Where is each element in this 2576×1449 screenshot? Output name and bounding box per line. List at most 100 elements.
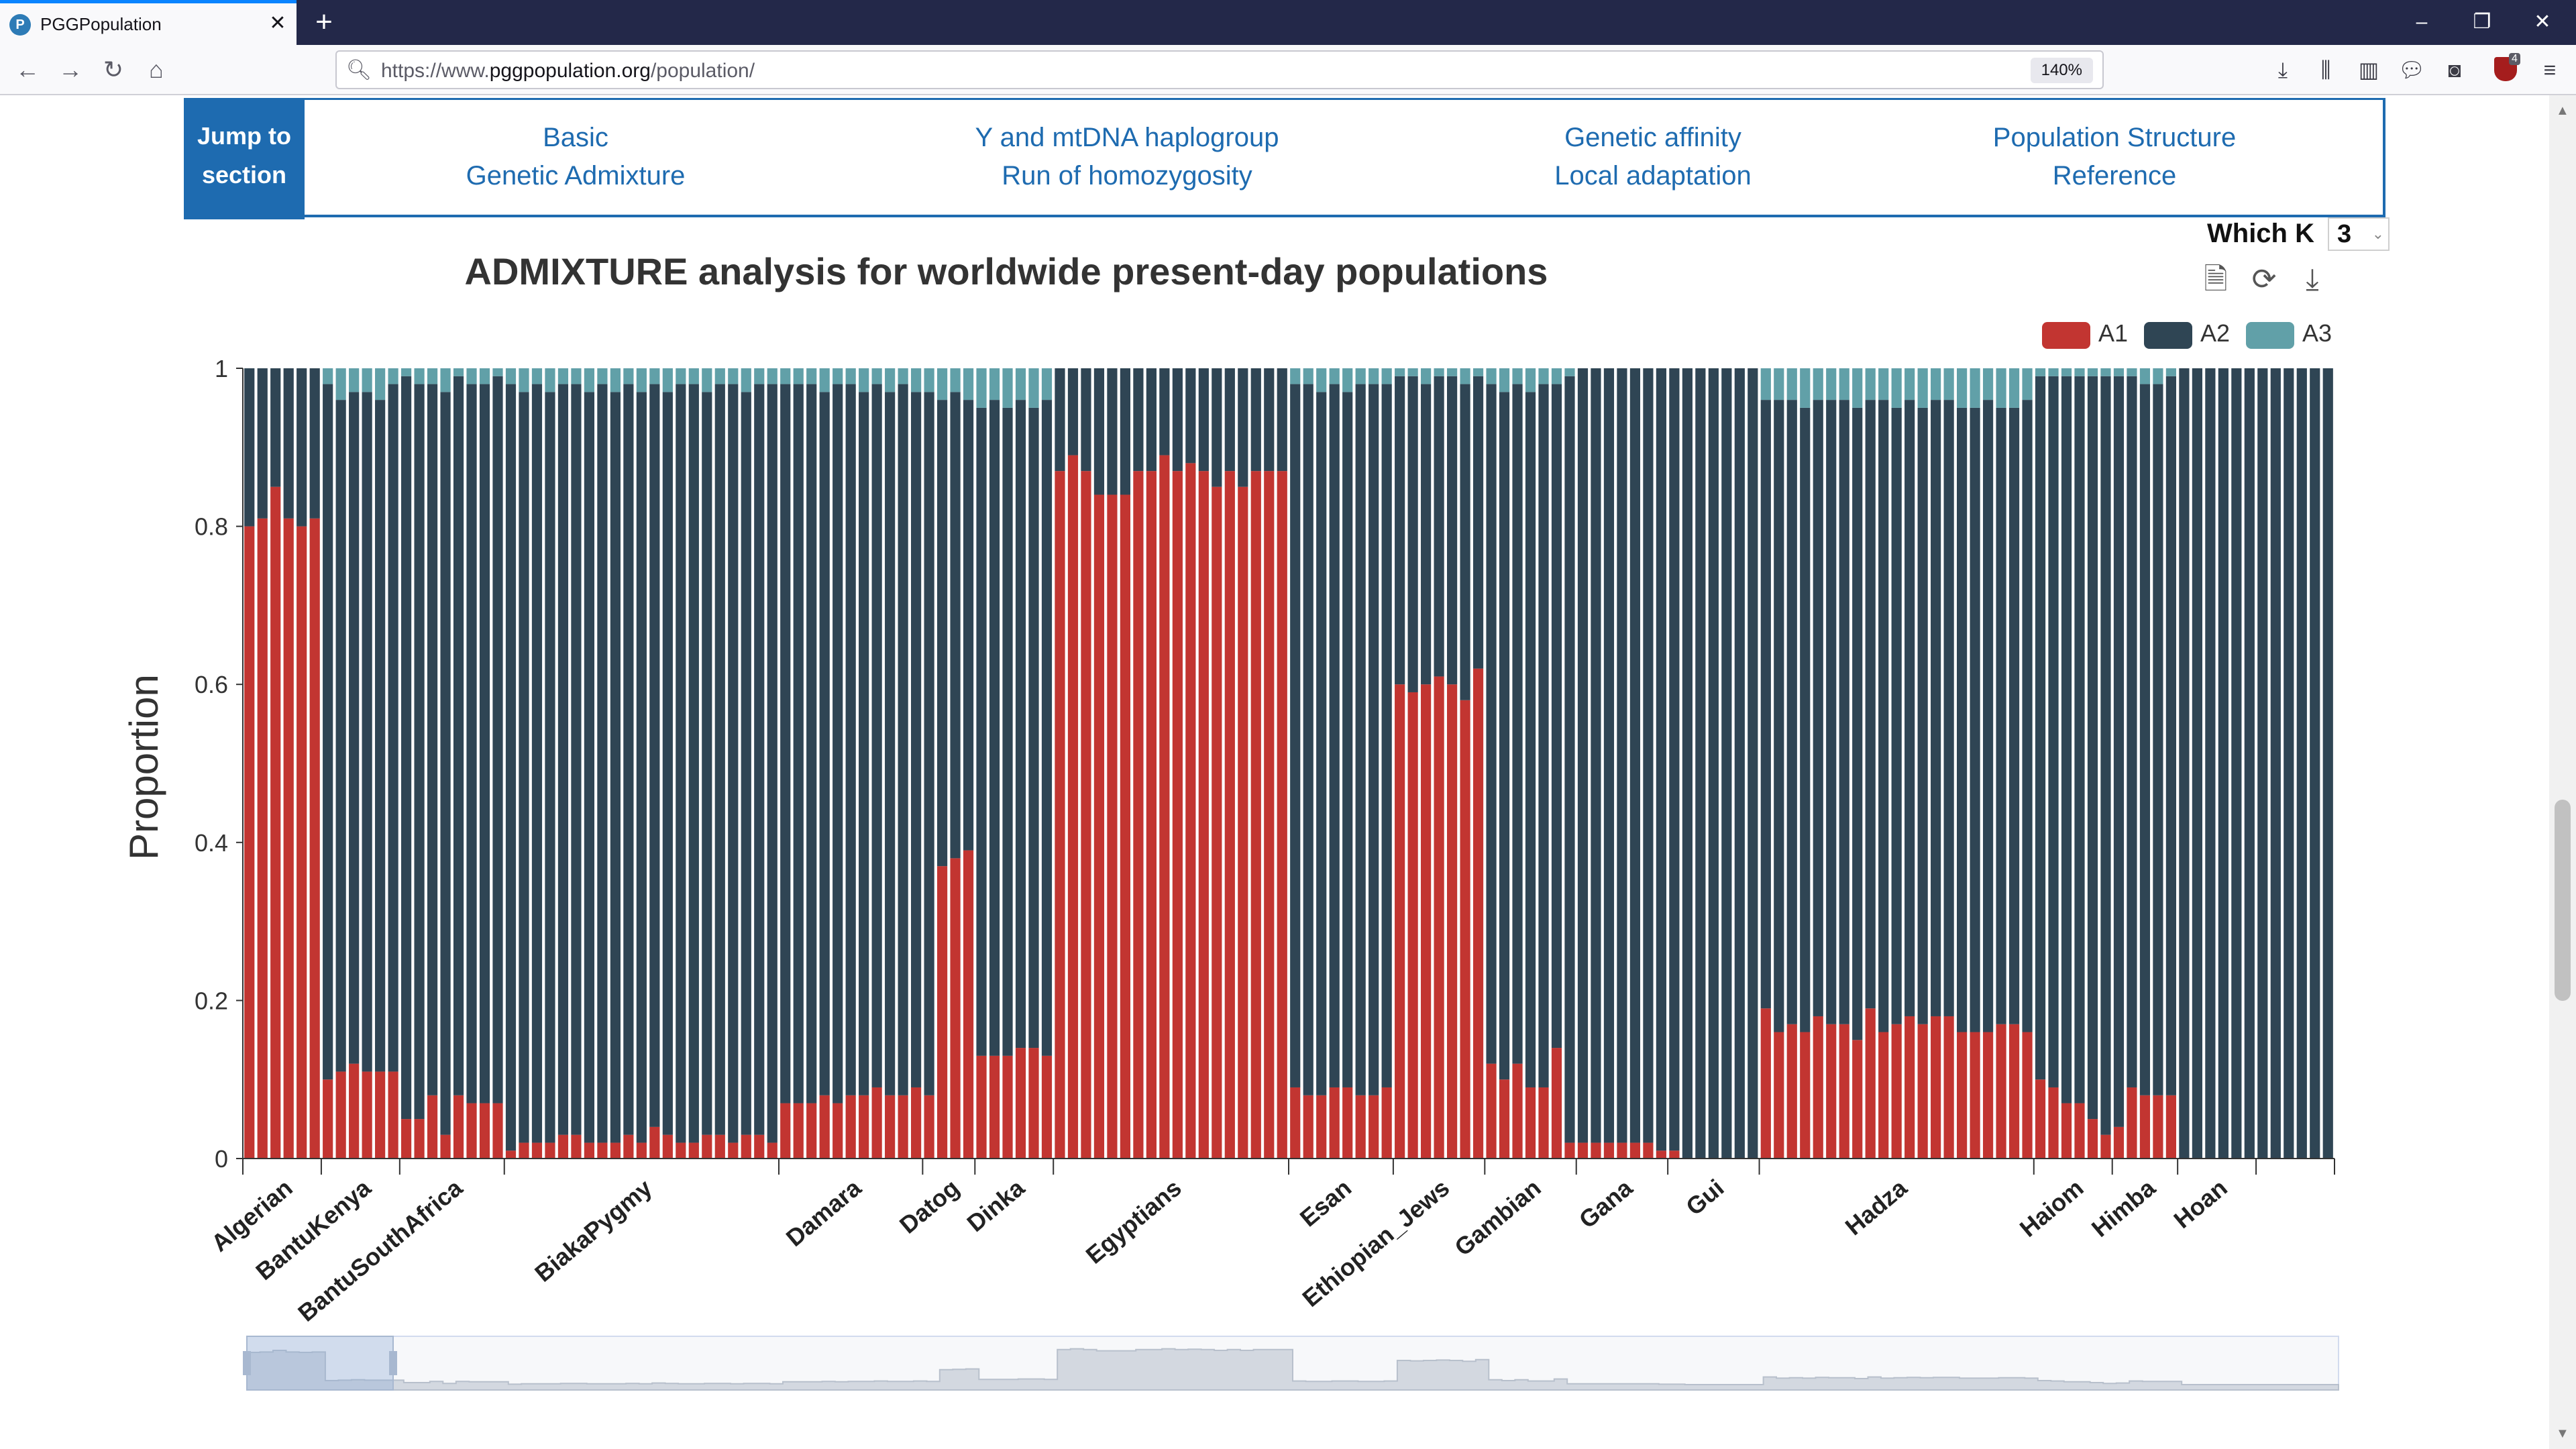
bar-a1 [1250,471,1261,1159]
bar-a2 [1395,376,1405,685]
data-view-icon[interactable]: 🗎︎ [2204,263,2228,296]
bar-a1 [1434,676,1444,1159]
bar-a2 [780,384,791,1104]
sidebar-icon[interactable]: ▥ [2358,58,2379,82]
bar-a3 [1996,368,2006,408]
reload-icon[interactable]: ↻ [103,56,124,83]
jump-link-basic[interactable]: Basic [543,123,608,152]
bar-a3 [2100,368,2111,376]
bar-a1 [1277,471,1287,1159]
bar-a1 [270,486,281,1159]
menu-icon[interactable]: ≡ [2543,58,2557,82]
bar-a2 [1931,400,1941,1016]
bar-a3 [1368,368,1379,384]
jump-link-population-structure[interactable]: Population Structure [1992,123,2237,152]
forward-icon[interactable]: → [58,56,83,83]
url-text[interactable]: https://www.pggpopulation.org/population… [381,60,755,82]
bar-a1 [1472,668,1484,1159]
bar-a2 [388,384,398,1072]
downloads-icon[interactable]: ⤓ [2277,58,2288,82]
home-icon[interactable]: ⌂ [149,56,164,83]
bar-a1 [1839,1024,1849,1159]
bar-a1 [1407,692,1418,1159]
bar-a2 [492,376,503,1104]
restore-icon[interactable]: ❐ [2473,11,2491,33]
bar-a3 [1826,368,1837,400]
url-bar[interactable]: 🔍︎ https://www.pggpopulation.org/populat… [335,50,2104,89]
bar-a2 [323,384,333,1080]
bar-a1 [2113,1126,2125,1159]
bar-a1 [924,1095,934,1159]
bar-a1 [2035,1079,2046,1159]
back-icon[interactable]: ← [15,56,40,83]
scroll-down-icon[interactable]: ▼ [2556,1426,2569,1441]
bar-a2 [2205,368,2216,1159]
bar-a1 [1577,1142,1589,1159]
jump-link-genetic-admixture[interactable]: Genetic Admixture [466,161,686,191]
bar-a1 [1643,1142,1654,1159]
bar-a2 [1656,368,1666,1151]
bar-a1 [1538,1087,1549,1159]
which-k-select[interactable]: 3 ⌄ [2328,217,2390,251]
library-icon[interactable]: ⫼ [2320,58,2331,82]
bar-a3 [427,368,438,384]
bar-a1 [1446,684,1458,1159]
ublock-extension-icon[interactable]: 4 [2490,52,2525,87]
bar-a2 [1028,407,1039,1049]
bar-a1 [2165,1095,2177,1159]
jump-link-reference[interactable]: Reference [2052,161,2177,191]
bar-a2 [2139,384,2151,1095]
bar-a1 [676,1142,686,1159]
scroll-up-icon[interactable]: ▲ [2556,103,2569,118]
page-scrollbar[interactable]: ▲ ▼ [2549,95,2576,1449]
zoom-level-badge[interactable]: 140% [2030,58,2093,83]
bar-a2 [597,384,608,1143]
save-image-icon[interactable]: ⤓ [2306,263,2319,296]
bar-a1 [780,1103,791,1159]
bar-a1 [492,1103,503,1159]
bar-a3 [1512,368,1523,384]
close-tab-icon[interactable]: ✕ [269,12,286,34]
minimize-icon[interactable]: – [2416,11,2428,33]
bar-a1 [1786,1024,1797,1159]
bar-a2 [950,392,961,859]
new-tab-icon[interactable]: + [315,5,333,38]
bar-a1 [1342,1087,1353,1159]
bar-a2 [1342,392,1353,1087]
bar-a1 [1774,1032,1784,1159]
bar-a2 [885,392,896,1095]
jump-link-run-of-homozygosity[interactable]: Run of homozygosity [1002,161,1252,191]
bar-a3 [936,368,948,400]
bar-a3 [1813,368,1823,400]
bar-a2 [1695,368,1706,1159]
scrollbar-thumb[interactable] [2555,800,2571,1001]
jump-link-genetic-affinity[interactable]: Genetic affinity [1564,123,1741,152]
bar-a2 [479,384,490,1104]
bar-a3 [1917,368,1928,408]
legend-label-a3: A3 [2302,319,2332,347]
jump-link-haplogroup[interactable]: Y and mtDNA haplogroup [975,123,1279,152]
bar-a3 [989,368,1000,400]
browser-tab[interactable]: P PGGPopulation ✕ [0,0,297,45]
bar-a1 [414,1119,425,1159]
bar-a2 [2100,376,2111,1135]
bar-a2 [1551,384,1562,1049]
bar-a1 [806,1103,817,1159]
bar-a3 [911,368,922,392]
bar-a2 [1891,407,1902,1024]
window-close-icon[interactable]: ✕ [2534,11,2551,33]
chat-extension-icon[interactable]: 💬︎ [2398,58,2426,82]
jump-link-local-adaptation[interactable]: Local adaptation [1554,161,1752,191]
bar-a1 [1891,1024,1902,1159]
bar-a2 [833,384,843,1104]
extension-count-badge: 4 [2509,53,2520,65]
bar-a3 [1395,368,1405,376]
restore-chart-icon[interactable]: ⟳ [2251,263,2277,296]
extension-icon[interactable]: ◙ [2448,58,2461,82]
bar-a1 [1917,1024,1928,1159]
bar-a2 [2270,368,2281,1159]
bar-a1 [1957,1032,1968,1159]
bar-a1 [1970,1032,1980,1159]
bar-a2 [2061,376,2072,1104]
bar-a2 [375,400,386,1072]
